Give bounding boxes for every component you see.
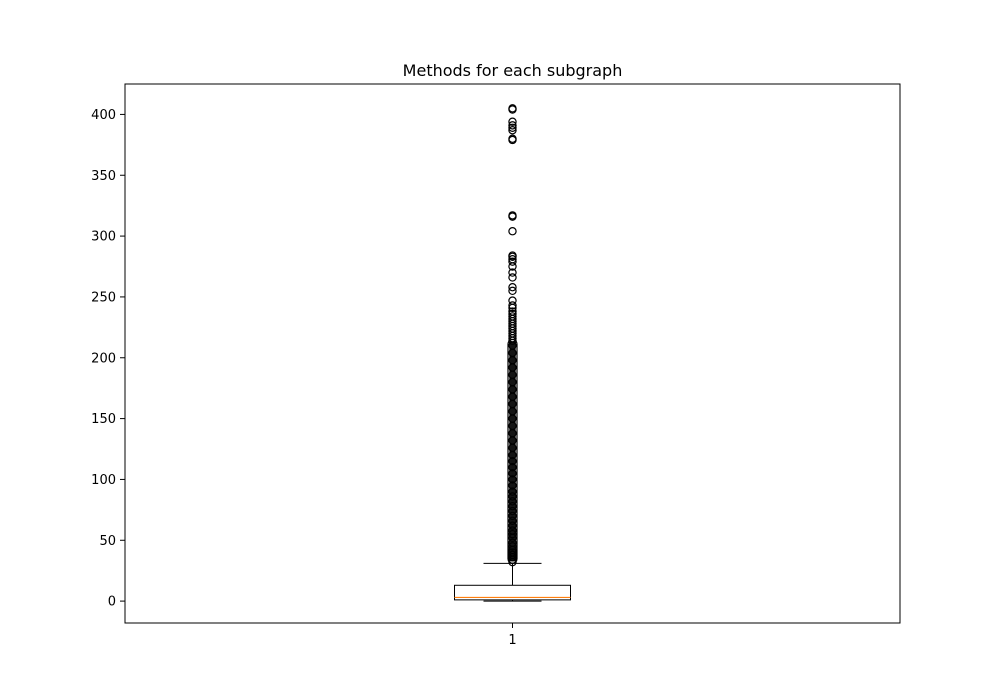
y-tick-label: 400 [91,108,116,123]
outlier-point [508,469,517,478]
y-tick-label: 100 [91,473,116,488]
outlier-point [508,307,517,316]
outlier-point [508,286,517,296]
outlier-point [508,296,517,305]
outlier-point [508,497,517,506]
y-tick-label: 300 [91,230,116,245]
outlier-point [508,529,517,539]
y-tick-label: 0 [108,595,116,610]
plot-area: 0 50 100 150 200 250 300 350 400 1 [91,83,901,648]
outlier-point [508,123,517,133]
outlier-point [508,516,517,525]
outlier-point [508,211,517,220]
outlier-point [508,117,517,126]
outlier-point [508,273,517,282]
outlier-point [508,251,517,260]
outlier-point [508,126,517,135]
outlier-point [508,538,517,547]
outlier-point [508,548,517,557]
outlier-point [508,104,517,113]
outlier-point [508,282,517,292]
iqr-box [454,584,571,601]
outlier-point [508,255,517,264]
outlier-point [508,309,517,319]
outlier-point [508,257,517,266]
outlier-point [508,487,517,496]
outlier-point [508,492,517,501]
outlier-point [508,463,517,472]
y-tick-label: 350 [91,169,116,184]
outlier-point [508,501,517,511]
outlier-point [508,550,517,560]
outlier-point [508,456,517,466]
y-tick-label: 250 [91,290,116,305]
axes-frame [124,83,901,624]
y-tick-label: 150 [91,412,116,427]
outlier-point [508,134,517,143]
outlier-point [508,511,517,521]
outlier-point [508,521,517,530]
outlier-point [508,301,517,310]
outlier-point [508,227,517,236]
chart-title: Methods for each subgraph [403,61,623,80]
outlier-point [508,121,517,130]
outlier-point [508,506,517,516]
outlier-point [508,268,517,277]
x-tick-label: 1 [508,633,516,648]
outlier-point [508,542,517,551]
y-tick-label: 50 [99,534,116,549]
outlier-point [508,312,517,321]
outlier-point [508,526,517,535]
y-tick-label: 200 [91,351,116,366]
outlier-point [508,481,517,490]
outlier-point [508,475,517,484]
